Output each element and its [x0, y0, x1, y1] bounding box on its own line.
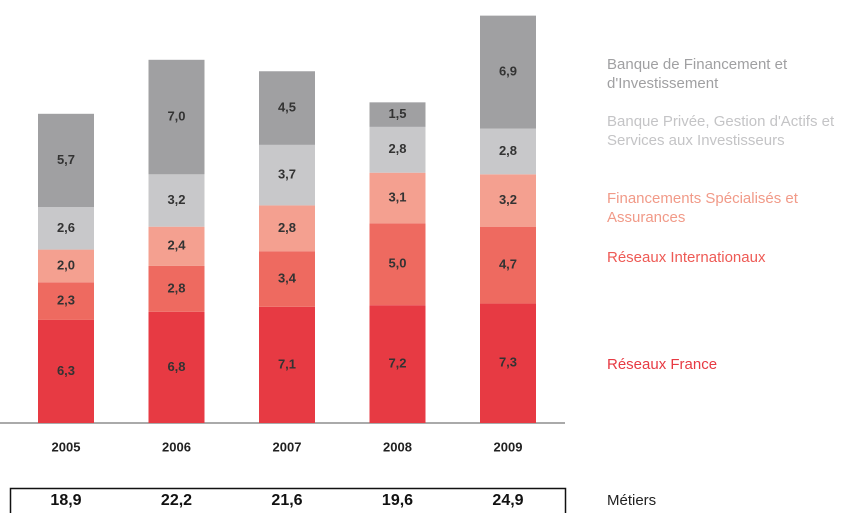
totals-title: Métiers	[607, 492, 656, 509]
bar-segment	[38, 113, 94, 208]
bar-segment	[148, 265, 205, 312]
data-label: 3,4	[278, 270, 297, 285]
bar-segment	[38, 282, 94, 320]
data-label: 2,0	[57, 257, 75, 272]
data-label: 6,9	[499, 64, 517, 79]
bar-segment	[480, 174, 536, 227]
bar-segment	[38, 249, 94, 283]
total-label: 18,9	[50, 492, 81, 509]
bar-segment	[148, 226, 205, 266]
data-label: 2,8	[499, 143, 517, 158]
x-tick-label: 2007	[273, 439, 302, 454]
x-tick-label: 2009	[494, 439, 523, 454]
bar-segment	[148, 59, 205, 175]
data-label: 7,0	[167, 109, 185, 124]
bar-segment	[369, 172, 426, 224]
data-label: 7,3	[499, 355, 517, 370]
total-label: 21,6	[271, 492, 302, 509]
data-label: 7,2	[388, 356, 406, 371]
data-label: 4,5	[278, 100, 296, 115]
bar-segment	[148, 311, 205, 423]
bar-segment	[369, 223, 426, 306]
bar-segment	[369, 102, 426, 127]
data-label: 3,2	[167, 192, 185, 207]
bar-segment	[369, 126, 426, 173]
legend-entry: Banque Privée, Gestion d'Actifs et Servi…	[607, 113, 835, 149]
total-label: 22,2	[161, 492, 192, 509]
bar-segment	[259, 251, 315, 307]
bar-segment	[480, 226, 536, 304]
bar-segment	[259, 306, 315, 423]
bar-segment	[480, 303, 536, 423]
data-label: 2,4	[167, 238, 186, 253]
x-tick-label: 2008	[383, 439, 412, 454]
bar-segment	[259, 144, 315, 206]
bar-segment	[480, 128, 536, 175]
bar-segment	[259, 71, 315, 145]
x-tick-label: 2005	[52, 439, 81, 454]
data-label: 6,3	[57, 363, 75, 378]
data-label: 6,8	[167, 359, 185, 374]
data-label: 3,1	[388, 189, 406, 204]
legend-entry: Financements Spécialisés et Assurances	[607, 190, 798, 226]
data-label: 2,8	[278, 220, 296, 235]
x-tick-label: 2006	[162, 439, 191, 454]
totals-box	[9, 487, 567, 513]
bar-segment	[38, 319, 94, 423]
data-label: 2,3	[57, 293, 75, 308]
data-label: 3,7	[278, 167, 296, 182]
legend-entry: Banque de Financement et d'Investissemen…	[607, 56, 788, 92]
data-label: 5,7	[57, 152, 75, 167]
data-label: 2,8	[167, 280, 185, 295]
data-label: 1,5	[388, 106, 406, 121]
total-label: 24,9	[492, 492, 523, 509]
data-label: 5,0	[388, 256, 406, 271]
legend-entry: Réseaux France	[607, 356, 718, 373]
bar-segment	[259, 205, 315, 252]
data-label: 4,7	[499, 257, 517, 272]
legend-entry: Réseaux Internationaux	[607, 249, 766, 266]
bar-segment	[480, 15, 536, 129]
data-label: 2,8	[388, 141, 406, 156]
data-label: 7,1	[278, 356, 296, 371]
bar-segment	[38, 207, 94, 250]
bar-segment	[369, 305, 426, 423]
total-label: 19,6	[382, 492, 413, 509]
bar-segment	[148, 174, 205, 227]
data-label: 2,6	[57, 220, 75, 235]
data-label: 3,2	[499, 192, 517, 207]
